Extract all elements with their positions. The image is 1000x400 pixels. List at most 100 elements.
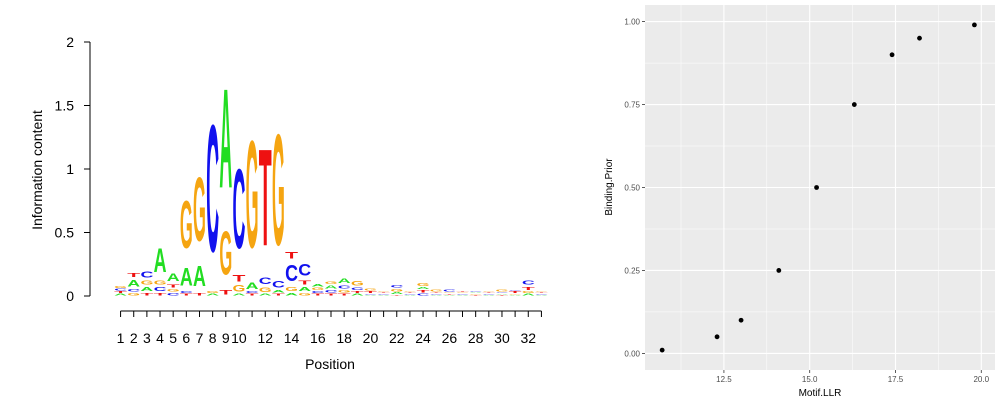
logo-letter-C: C — [403, 293, 416, 294]
logo-letter-G: G — [430, 290, 443, 293]
logo-letter-A: A — [482, 295, 495, 296]
logo-letter-G: G — [351, 280, 364, 288]
logo-letter-T: T — [259, 119, 272, 274]
logo-letter-C: C — [272, 279, 285, 289]
logo-letter-G: G — [417, 282, 430, 287]
logo-letter-G: G — [403, 291, 416, 292]
scatter-y-tick-label: 0.00 — [624, 349, 640, 358]
logo-x-tick-label: 28 — [468, 330, 484, 346]
logo-x-tick-label: 32 — [520, 330, 536, 346]
logo-letter-A: A — [351, 293, 364, 296]
scatter-point — [738, 317, 744, 323]
logo-letter-G: G — [246, 109, 259, 281]
scatter-y-tick-label: 0.50 — [624, 184, 640, 193]
scatter-point — [814, 185, 819, 190]
logo-x-tick-label: 6 — [182, 330, 190, 346]
logo-x-axis: 1 2 3 4 5 6 7 8 9 10 12 14 16 18 20 22 24 26 28 30 32 — [117, 310, 542, 346]
logo-letter-A: A — [338, 277, 351, 285]
logo-letter-G: G — [259, 286, 272, 294]
logo-letter-C: C — [311, 291, 324, 294]
logo-letter-C: C — [140, 270, 153, 279]
logo-letter-C: C — [259, 276, 272, 286]
scatter-point — [889, 52, 895, 58]
logo-x-tick-label: 7 — [196, 330, 204, 346]
logo-letter-C: C — [180, 291, 193, 294]
scatter-x-tick-label: 15.0 — [802, 375, 818, 384]
logo-letter-T: T — [430, 292, 443, 293]
logo-letter-A: A — [443, 295, 456, 296]
logo-letter-C: C — [285, 262, 298, 286]
logo-letter-A: A — [259, 293, 272, 296]
logo-x-tick-label: 16 — [310, 330, 326, 346]
logo-letter-A: A — [232, 293, 245, 296]
logo-letter-G: G — [140, 280, 153, 286]
logo-letter-A: A — [206, 293, 219, 296]
logo-letter-T: T — [403, 292, 416, 293]
logo-x-tick-label: 18 — [336, 330, 352, 346]
scatter-point — [714, 334, 720, 340]
logo-letter-A: A — [403, 295, 416, 296]
logo-letter-T: T — [219, 289, 232, 296]
logo-letter-T: T — [509, 291, 522, 294]
logo-letter-A: A — [154, 241, 167, 280]
logo-letter-G: G — [167, 288, 180, 292]
logo-letter-T: T — [114, 291, 127, 294]
logo-letter-A: A — [325, 284, 339, 289]
scatter-y-axis-label: Binding.Prior — [604, 158, 615, 216]
logo-letter-G: G — [206, 291, 219, 294]
scatter-point — [659, 347, 665, 353]
logo-y-axis: 0 0.5 1 1.5 2 — [55, 34, 91, 304]
logo-letter-C: C — [456, 293, 469, 294]
logo-letter-A: A — [298, 286, 311, 292]
scatter-chart: 0.00 0.25 0.50 0.75 1.00 12.5 15.0 17.5 20.0 Bin… — [604, 5, 995, 399]
logo-letter-C: C — [325, 290, 338, 294]
logo-letter-C: C — [496, 292, 509, 293]
logo-letter-A: A — [535, 295, 548, 296]
logo-letter-C: C — [167, 292, 180, 296]
logo-letter-A: A — [167, 271, 180, 284]
logo-letter-T: T — [496, 295, 509, 296]
logo-letter-T: T — [443, 293, 456, 294]
logo-x-tick-label: 2 — [130, 330, 138, 346]
logo-letter-A: A — [469, 292, 482, 293]
logo-letter-C: C — [417, 293, 430, 296]
logo-letter-T: T — [469, 295, 482, 296]
logo-letter-C: C — [338, 284, 352, 289]
logo-x-tick-label: 30 — [494, 330, 510, 346]
logo-x-tick-label: 12 — [257, 330, 273, 346]
logo-letter-A: A — [219, 61, 232, 218]
logo-letter-G: G — [443, 292, 456, 293]
logo-letter-G: G — [325, 281, 338, 285]
logo-letter-A: A — [509, 295, 522, 296]
logo-letter-G: G — [311, 287, 324, 291]
logo-letter-G: G — [154, 280, 167, 286]
logo-letter-C: C — [154, 286, 167, 292]
logo-letter-C: C — [482, 293, 495, 294]
scatter-point — [851, 102, 857, 107]
scatter-point — [776, 268, 782, 273]
logo-letter-A: A — [430, 295, 443, 296]
logo-letter-T: T — [364, 291, 377, 294]
logo-letter-C: C — [298, 260, 311, 280]
logo-letter-T: T — [417, 290, 431, 294]
scatter-x-tick-label: 12.5 — [716, 375, 732, 384]
logo-letter-G: G — [272, 101, 285, 278]
logo-letter-C: C — [377, 293, 390, 294]
sequence-logo-chart: 00.511.52 1 2 3 4 5 6 7 8 9 10 12 14 16 18 20 22 24 26 28 3… — [29, 34, 548, 372]
logo-letter-A: A — [377, 295, 390, 296]
logo-x-tick-label: 4 — [156, 330, 164, 346]
logo-x-tick-label: 26 — [442, 330, 458, 346]
logo-y-tick-label: 1.5 — [55, 98, 75, 114]
logo-letter-G: G — [456, 292, 469, 293]
logo-letter-T: T — [272, 294, 285, 297]
logo-letter-G: G — [522, 291, 535, 294]
scatter-y-tick-label: 0.25 — [624, 266, 640, 275]
logo-letter-T: T — [522, 286, 536, 291]
logo-letter-C: C — [443, 290, 456, 293]
scatter-point — [972, 22, 977, 28]
logo-x-tick-label: 9 — [222, 330, 230, 346]
logo-x-tick-label: 14 — [284, 330, 300, 346]
logo-letter-T: T — [456, 291, 469, 292]
logo-letter-G: G — [285, 286, 298, 292]
logo-x-tick-label: 20 — [363, 330, 379, 346]
